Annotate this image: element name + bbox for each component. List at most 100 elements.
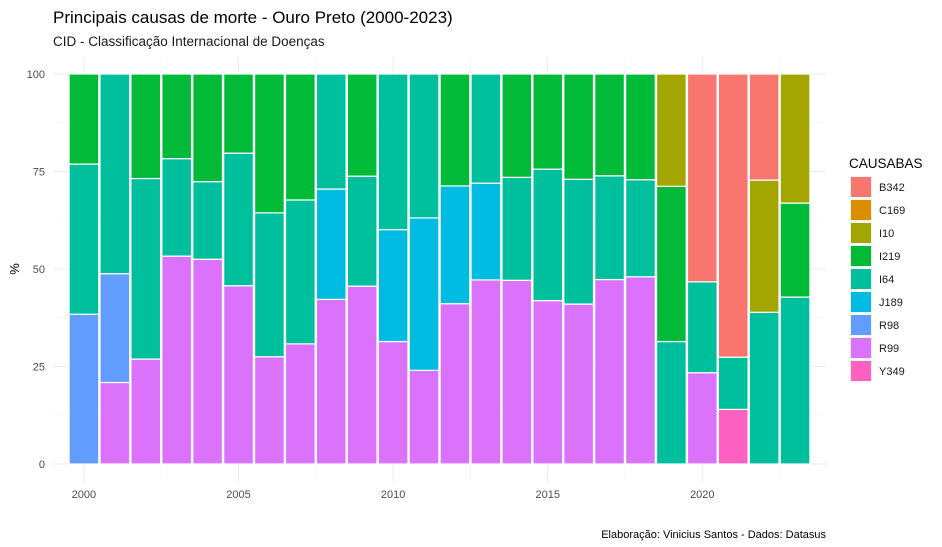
bar-segment-R98-2001 [99, 273, 131, 384]
legend-item-Y349: Y349 [850, 360, 905, 382]
bar-segment-J189-2012 [439, 185, 471, 305]
legend-item-R99: R99 [850, 337, 899, 359]
chart-subtitle: CID - Classificação Internacional de Doe… [53, 34, 325, 49]
legend-item-I10: I10 [850, 222, 894, 244]
legend-item-R98: R98 [850, 314, 899, 336]
bar-segment-I219-2015 [532, 73, 564, 170]
x-tick-label: 2000 [72, 489, 96, 501]
bar-segment-I64-2010 [377, 73, 409, 231]
bar-segment-B342-2020 [686, 73, 718, 283]
legend-label: I10 [879, 228, 894, 240]
bar-stack-2000 [68, 73, 100, 465]
bar-segment-R99-2003 [161, 255, 193, 465]
bar-segment-I219-2014 [501, 73, 533, 178]
bar-segment-R99-2016 [563, 303, 595, 465]
bar-segment-I64-2014 [501, 176, 533, 281]
bar-segment-R99-2006 [253, 356, 285, 465]
bar-stack-2007 [284, 73, 316, 465]
legend-swatch [851, 223, 871, 243]
bar-stack-2019 [655, 73, 687, 465]
legend-item-J189: J189 [850, 291, 903, 313]
bar-segment-R99-2017 [594, 278, 626, 465]
bar-stack-2022 [748, 73, 780, 465]
bar-segment-I219-2004 [192, 73, 224, 183]
bar-segment-R99-2009 [346, 285, 378, 465]
bar-segment-I219-2016 [563, 73, 595, 180]
bar-segment-I64-2013 [470, 73, 502, 184]
legend-label: Y349 [879, 366, 905, 378]
bar-segment-J189-2013 [470, 182, 502, 281]
bar-segment-J189-2011 [408, 217, 440, 372]
legend-label: R98 [879, 320, 899, 332]
bar-segment-R99-2015 [532, 299, 564, 465]
bar-segment-B342-2022 [748, 73, 780, 181]
legend-label: C169 [879, 205, 905, 217]
bar-segment-I219-2017 [594, 73, 626, 177]
bar-segment-R99-2001 [99, 381, 131, 465]
legend-swatch [851, 177, 871, 197]
legend-swatch [851, 246, 871, 266]
bar-segment-R99-2012 [439, 303, 471, 465]
bar-stack-2006 [253, 73, 285, 465]
bar-stack-2002 [130, 73, 162, 465]
bar-segment-I64-2020 [686, 281, 718, 374]
bar-segment-I64-2015 [532, 168, 564, 302]
x-tick-label: 2005 [226, 489, 250, 501]
bar-segment-I219-2012 [439, 73, 471, 187]
y-tick-label: 50 [33, 264, 45, 276]
y-tick-label: 100 [27, 69, 45, 81]
y-tick-label: 0 [39, 459, 45, 471]
bar-stack-2009 [346, 73, 378, 465]
bar-segment-I10-2019 [655, 73, 687, 187]
bar-segment-I219-2023 [779, 202, 811, 298]
bar-stack-2018 [625, 73, 656, 465]
bar-stack-2004 [192, 73, 224, 465]
bar-segment-R99-2004 [192, 258, 224, 465]
bar-segment-I219-2000 [68, 73, 100, 165]
bar-segment-I64-2018 [625, 179, 656, 278]
bar-segment-I64-2021 [717, 356, 749, 411]
bar-stack-2013 [470, 73, 502, 465]
bar-stack-2001 [99, 73, 131, 465]
legend-swatch [851, 200, 871, 220]
bar-segment-I64-2007 [284, 199, 316, 345]
bar-segment-I64-2000 [68, 163, 100, 315]
bar-segment-R99-2018 [625, 276, 656, 465]
bar-segment-I219-2009 [346, 73, 378, 177]
y-tick-label: 75 [33, 167, 45, 179]
bar-segment-I64-2009 [346, 175, 378, 287]
legend-item-I64: I64 [850, 268, 894, 290]
bar-segment-R99-2005 [223, 285, 254, 465]
x-tick-label: 2020 [690, 489, 714, 501]
bar-segment-I219-2002 [130, 73, 162, 180]
bar-segment-I64-2006 [253, 212, 285, 358]
bar-stack-2003 [161, 73, 193, 465]
bar-stack-2017 [594, 73, 626, 465]
bar-segment-R99-2014 [501, 279, 533, 465]
bar-segment-R99-2002 [130, 358, 162, 465]
bar-stack-2023 [779, 73, 811, 465]
bar-segment-R99-2013 [470, 279, 502, 465]
legend-item-C169: C169 [850, 199, 905, 221]
legend-swatch [851, 361, 871, 381]
bar-segment-I64-2003 [161, 158, 193, 257]
legend-label: I64 [879, 274, 894, 286]
x-tick-label: 2015 [535, 489, 559, 501]
bar-segment-R99-2011 [408, 369, 440, 465]
bar-segment-I64-2019 [655, 340, 687, 465]
bar-stack-2014 [501, 73, 533, 465]
bar-segment-I64-2004 [192, 181, 224, 260]
bar-stack-2011 [408, 73, 440, 465]
legend-item-I219: I219 [850, 245, 900, 267]
chart-caption: Elaboração: Vinicius Santos - Dados: Dat… [601, 529, 826, 541]
bar-segment-I219-2019 [655, 185, 687, 343]
bar-segment-R98-2000 [68, 313, 100, 465]
x-tick-label: 2010 [381, 489, 405, 501]
legend-label: R99 [879, 343, 899, 355]
bar-segment-I64-2022 [748, 311, 780, 465]
bar-segment-I64-2002 [130, 177, 162, 360]
legend-title: CAUSABAS [849, 156, 923, 171]
bar-segment-I219-2005 [223, 73, 254, 154]
legend-swatch [851, 269, 871, 289]
bar-segment-J189-2008 [315, 188, 347, 301]
